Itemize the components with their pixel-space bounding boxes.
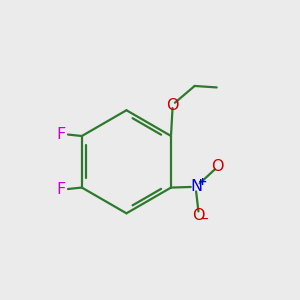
Text: O: O [192, 208, 205, 223]
Text: +: + [198, 177, 207, 187]
Text: N: N [190, 179, 202, 194]
Text: F: F [56, 182, 65, 196]
Text: −: − [200, 214, 210, 224]
Text: O: O [166, 98, 179, 112]
Text: F: F [56, 127, 65, 142]
Text: O: O [211, 159, 224, 174]
